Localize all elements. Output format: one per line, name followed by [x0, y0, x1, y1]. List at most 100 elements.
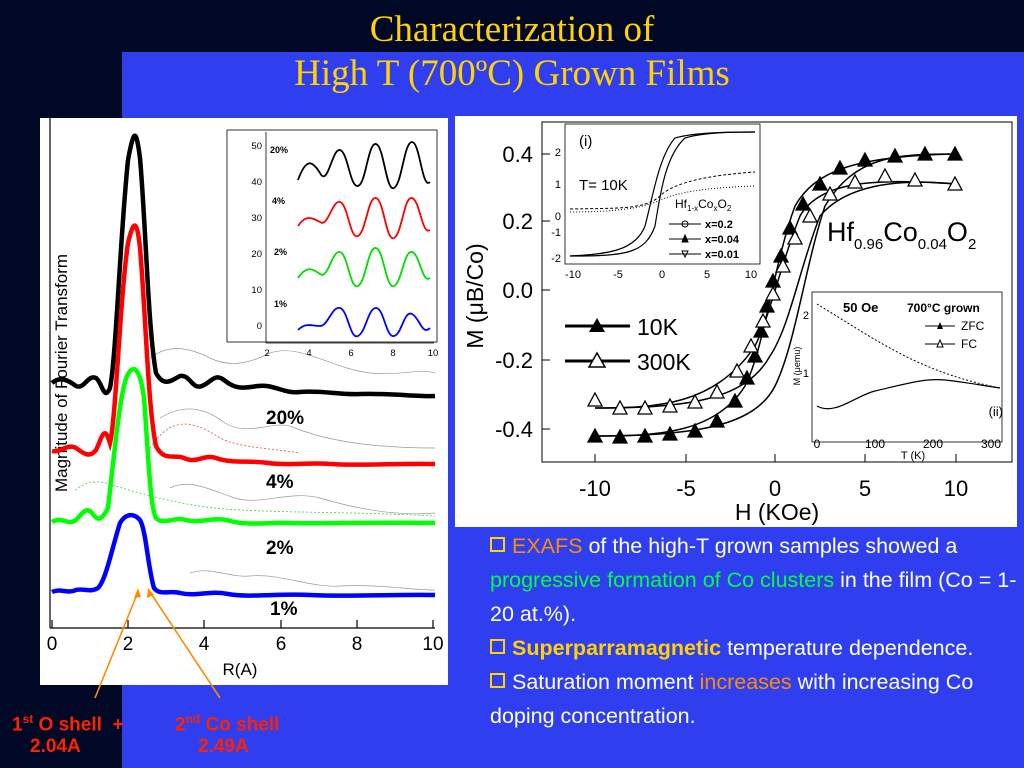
x-tick: 0 — [769, 476, 781, 501]
inset-y-tick: 1 — [803, 368, 809, 380]
second-shell-value: 2.49A — [198, 736, 249, 757]
magnetization-figure: -10 -5 0 5 10 0.4 0.2 0.0 -0.2 -0.4 H (K… — [455, 116, 1017, 527]
inset-y-label: M (μemu) — [792, 347, 802, 386]
marker-10k — [586, 427, 604, 443]
x-tick: 6 — [276, 634, 287, 655]
inset-x-tick: -5 — [613, 269, 623, 281]
x-tick: 5 — [859, 476, 871, 501]
marker-10k — [811, 175, 829, 191]
marker-10k — [726, 392, 744, 408]
hysteresis-plot: -10 -5 0 5 10 0.4 0.2 0.0 -0.2 -0.4 H (K… — [462, 121, 1013, 525]
x-tick: 10 — [422, 634, 443, 655]
curve-4pct — [51, 223, 436, 467]
curve-1pct — [50, 512, 436, 598]
inset-y-tick: 40 — [251, 177, 262, 188]
inset-label: 4% — [272, 196, 285, 206]
marker-300k — [946, 175, 964, 191]
curve-label: 20% — [266, 408, 304, 429]
y-axis-label: M (μB/Co) — [462, 243, 488, 348]
inset-x-tick: 0 — [659, 269, 665, 281]
marker-10k — [794, 195, 812, 211]
inset-y-tick: 50 — [251, 141, 262, 152]
marker-300k — [774, 257, 792, 273]
marker-300k — [686, 393, 704, 409]
inset-y-tick: 0 — [555, 211, 561, 223]
slide-title: Characterization of High T (700ºC) Grown… — [0, 8, 1024, 96]
inset-y-tick: 2 — [555, 147, 561, 159]
bullet-text: progressive formation of Co clusters — [490, 568, 835, 592]
inset-x-tick: -10 — [565, 269, 581, 281]
curve-label: 4% — [266, 472, 294, 493]
title-bar — [0, 0, 1024, 52]
first-shell-value: 2.04A — [30, 736, 81, 757]
marker-10k — [781, 219, 799, 235]
title-line-1: Characterization of — [369, 9, 655, 50]
marker-300k — [846, 173, 864, 189]
inset-legend: x=0.04 — [705, 234, 740, 246]
inset-label: 20% — [270, 145, 288, 155]
hysteresis-markers — [586, 145, 964, 444]
y-tick: 0.4 — [502, 142, 533, 167]
inset-x-tick: 8 — [390, 348, 395, 359]
second-shell-name: Co shell — [205, 714, 280, 736]
inset-legend: x=0.2 — [705, 219, 733, 231]
marker-10k — [752, 322, 770, 338]
inset-x-tick: 0 — [814, 437, 821, 451]
marker-300k — [764, 285, 782, 301]
bullet-text: Saturation moment — [512, 670, 700, 694]
marker-10k — [636, 427, 654, 443]
bullet-text: temperature dependence. — [721, 636, 974, 660]
marker-300k — [661, 397, 679, 413]
legend-300k: 300K — [637, 349, 691, 375]
y-tick: 0.2 — [502, 209, 533, 234]
x-axis-label: H (KOe) — [735, 499, 819, 525]
inset-tag: (i) — [579, 133, 592, 150]
marker-10k — [916, 145, 934, 161]
x-tick: -10 — [579, 476, 611, 501]
marker-300k — [906, 171, 924, 187]
marker-10k — [886, 147, 904, 163]
inset-x-tick: 6 — [348, 348, 353, 359]
exafs-plot: 0 2 4 6 8 10 R(A) Magnitude of Fourier T… — [47, 118, 444, 679]
marker-10k — [831, 159, 849, 175]
inset-legend: FC — [961, 337, 977, 351]
bullet-text: EXAFS — [512, 534, 583, 558]
inset-legend: ZFC — [961, 319, 985, 333]
marker-300k — [801, 207, 819, 223]
curve-2pct — [50, 367, 436, 526]
x-tick: 10 — [944, 476, 968, 501]
inset-x-tick: 10 — [745, 269, 757, 281]
title-line-2: High T (700ºC) Grown Films — [294, 53, 730, 94]
inset-formula: Hf1-xCoxO2 — [675, 197, 732, 213]
marker-300k — [708, 383, 726, 399]
inset-x-label: T (K) — [901, 450, 925, 462]
x-tick: -5 — [676, 476, 696, 501]
bullet-text: increases — [699, 670, 792, 694]
first-shell-label: 1st O shell + — [12, 712, 124, 736]
marker-10k — [611, 428, 629, 444]
inset-y-tick: 30 — [251, 213, 262, 224]
bullet-list: EXAFS of the high-T grown samples showed… — [490, 529, 1020, 733]
y-tick: -0.4 — [495, 417, 533, 442]
bullet-3: Saturation moment increases with increas… — [490, 665, 1020, 733]
inset-field: 50 Oe — [843, 300, 878, 315]
marker-300k — [728, 362, 746, 378]
bullet-square-icon — [490, 639, 505, 654]
inset-x-tick: 4 — [306, 348, 311, 359]
bullet-square-icon — [490, 537, 505, 552]
x-tick: 0 — [47, 634, 58, 655]
marker-10k — [708, 412, 726, 428]
x-tick: 2 — [123, 634, 134, 655]
legend-10k: 10K — [637, 314, 679, 340]
exafs-figure: 0 2 4 6 8 10 R(A) Magnitude of Fourier T… — [40, 118, 448, 685]
inset-label: 1% — [274, 299, 287, 309]
inset-ii: 50 Oe 700°C grown ZFC FC (ii) 0 100 200 … — [792, 291, 1003, 462]
x-axis-label: R(A) — [223, 660, 258, 679]
y-tick: -0.2 — [495, 348, 533, 373]
inset-x-tick: 300 — [981, 437, 1001, 451]
marker-10k — [758, 297, 776, 313]
x-tick: 4 — [199, 634, 210, 655]
x-tick: 8 — [352, 634, 363, 655]
inset-y-tick: 1 — [555, 179, 561, 191]
marker-300k — [786, 229, 804, 245]
